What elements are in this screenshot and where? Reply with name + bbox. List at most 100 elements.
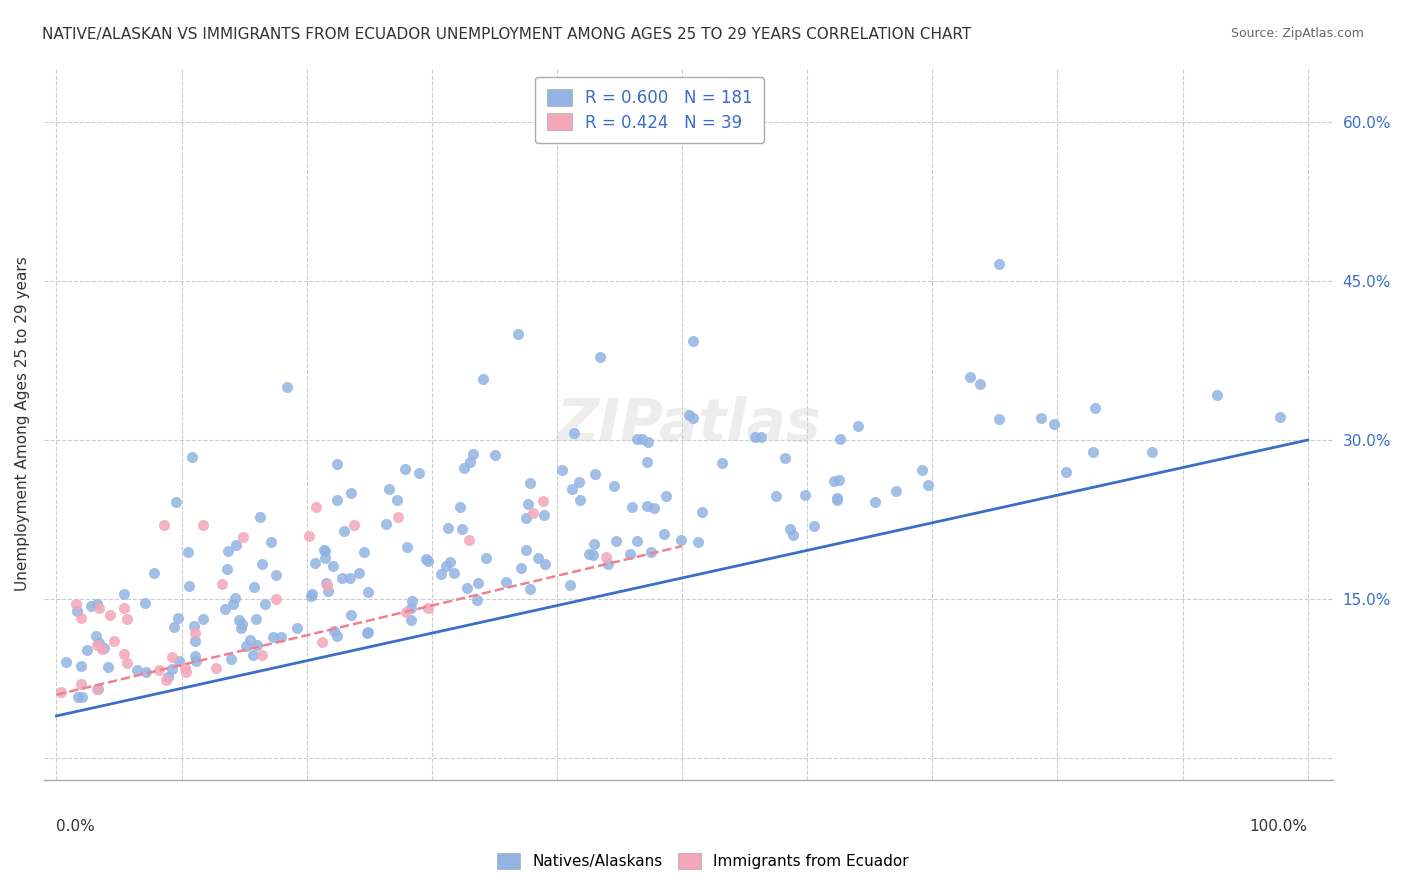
Point (640, 544, 662, 558)
Point (315, 576, 337, 591)
Point (773, 450, 796, 465)
Point (184, 648, 207, 663)
Point (583, 467, 606, 481)
Point (453, 461, 475, 475)
Point (339, 571, 361, 585)
Point (827, 473, 849, 487)
Point (1140, 445, 1163, 459)
Point (583, 537, 606, 551)
Point (434, 558, 457, 573)
Text: NATIVE/ALASKAN VS IMMIGRANTS FROM ECUADOR UNEMPLOYMENT AMONG AGES 25 TO 29 YEARS: NATIVE/ALASKAN VS IMMIGRANTS FROM ECUADO… (42, 27, 972, 42)
Point (340, 486, 363, 500)
Point (353, 545, 375, 559)
Point (416, 554, 439, 568)
Point (340, 607, 363, 622)
Point (165, 495, 187, 509)
Point (637, 435, 659, 450)
Point (621, 500, 644, 515)
Point (177, 545, 200, 559)
Point (222, 598, 245, 612)
Point (561, 482, 583, 496)
Point (214, 602, 236, 616)
Point (299, 589, 322, 603)
Point (519, 476, 541, 491)
Point (636, 499, 658, 513)
Point (330, 571, 353, 585)
Point (86, 597, 108, 611)
Point (605, 533, 627, 548)
Point (394, 461, 416, 475)
Point (262, 630, 284, 644)
Point (312, 542, 335, 557)
Point (429, 566, 451, 581)
Point (654, 489, 676, 503)
Point (285, 621, 308, 635)
Point (509, 561, 531, 575)
Point (298, 529, 321, 543)
Point (917, 478, 939, 492)
Point (1084, 401, 1107, 415)
Point (103, 633, 125, 648)
Point (87, 636, 110, 650)
Point (357, 585, 380, 599)
Point (87, 682, 110, 697)
Point (863, 495, 886, 509)
Point (596, 557, 619, 571)
Point (117, 612, 139, 626)
Point (191, 517, 214, 532)
Point (522, 506, 544, 520)
Point (911, 463, 934, 477)
Point (66, 604, 89, 618)
Point (276, 380, 298, 394)
Point (112, 647, 135, 661)
Point (884, 484, 907, 499)
Point (326, 458, 349, 472)
Point (823, 474, 845, 488)
Point (562, 425, 585, 440)
Point (69, 658, 91, 673)
Point (184, 634, 207, 648)
Point (69, 677, 91, 691)
Text: 0.0%: 0.0% (56, 819, 96, 834)
Point (167, 654, 190, 668)
Point (959, 369, 981, 384)
Point (155, 673, 177, 687)
Point (249, 510, 271, 524)
Point (825, 493, 848, 508)
Point (589, 350, 612, 364)
Point (166, 611, 188, 625)
Point (79, 599, 101, 613)
Legend: R = 0.600   N = 181, R = 0.424   N = 39: R = 0.600 N = 181, R = 0.424 N = 39 (536, 77, 765, 144)
Point (449, 500, 471, 514)
Point (1268, 409, 1291, 424)
Point (519, 582, 541, 596)
Point (65, 598, 87, 612)
Point (415, 552, 437, 566)
Point (231, 616, 253, 631)
Point (456, 581, 478, 595)
Point (347, 566, 370, 580)
Point (342, 517, 364, 532)
Point (516, 497, 538, 511)
Point (711, 457, 734, 471)
Point (1043, 417, 1066, 431)
Point (228, 613, 250, 627)
Point (69, 610, 91, 624)
Point (1205, 388, 1227, 402)
Point (515, 543, 537, 558)
Point (794, 487, 817, 501)
Point (87, 600, 110, 615)
Point (235, 639, 257, 653)
Point (749, 430, 772, 444)
Point (534, 557, 557, 571)
Point (323, 624, 346, 639)
Point (463, 446, 485, 460)
Point (86, 681, 108, 696)
Point (451, 522, 474, 536)
Point (211, 577, 233, 591)
Point (626, 432, 648, 446)
Point (232, 530, 254, 544)
Point (551, 463, 574, 477)
Point (148, 663, 170, 677)
Point (90, 642, 112, 657)
